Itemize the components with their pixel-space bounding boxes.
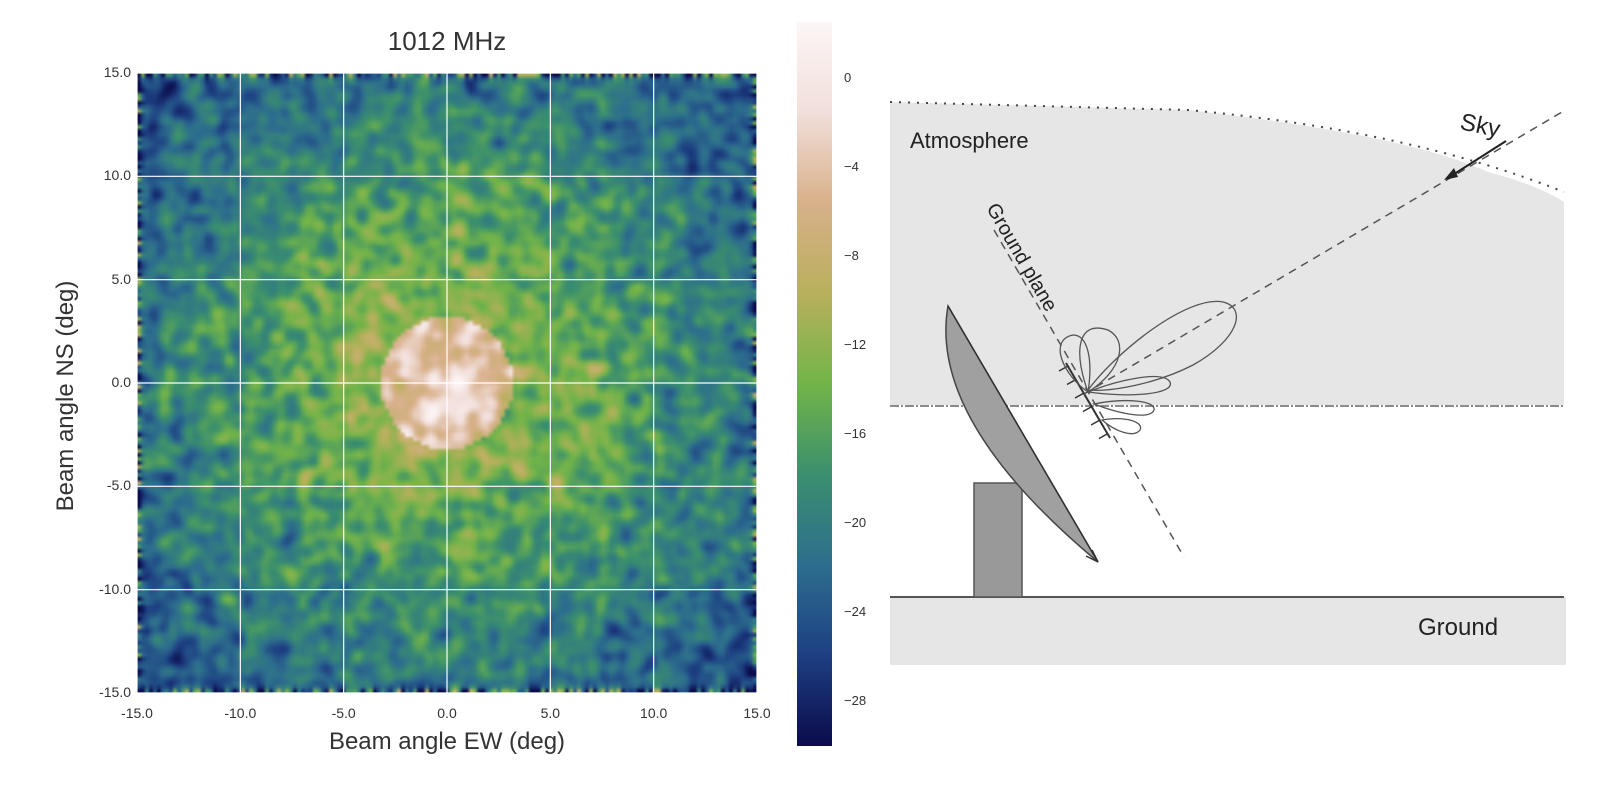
aperture-tick	[1098, 432, 1109, 440]
chart-title: 1012 MHz	[387, 26, 507, 56]
colorbar-tick: 0	[844, 69, 852, 85]
antenna-diagram: Sky Atmosphere Ground plane Ground	[889, 101, 1566, 665]
y-tick-label: 0.0	[111, 374, 131, 390]
dish-arrow	[1085, 549, 1099, 563]
y-tick-label: 15.0	[103, 64, 131, 80]
aperture-tick	[1058, 365, 1069, 372]
ground-plane-line	[993, 229, 1185, 558]
colorbar	[797, 22, 832, 746]
y-tick-label: -5.0	[106, 477, 131, 494]
x-tick-label: -15.0	[121, 705, 153, 721]
x-tick-label: 0.0	[437, 705, 457, 721]
y-tick-label: 10.0	[103, 167, 131, 184]
x-tick-label: -5.0	[331, 705, 356, 721]
colorbar-tick: −12	[844, 337, 867, 352]
aperture-segment	[1065, 362, 1111, 439]
side-lobe-5	[1100, 418, 1142, 435]
ground-region	[890, 597, 1566, 665]
y-tick-label: -10.0	[99, 580, 131, 597]
beam-axis-line	[1083, 111, 1563, 395]
colorbar-tick: −28	[844, 693, 867, 709]
aperture-tick	[1090, 419, 1101, 426]
x-tick-label: 15.0	[743, 705, 771, 721]
sky-arrow-head	[1444, 168, 1458, 180]
aperture-tick	[1074, 392, 1085, 399]
atmosphere-region	[890, 102, 1564, 405]
side-lobe-1	[1079, 327, 1121, 393]
colorbar-tick: −24	[844, 604, 867, 620]
x-tick-label: -10.0	[224, 705, 257, 721]
x-tick-label: 10.0	[640, 705, 668, 721]
sky-arrow	[1447, 140, 1507, 179]
heatmap-plot-area	[137, 73, 757, 693]
side-lobe-3	[1085, 375, 1171, 396]
heatmap-grid	[137, 73, 757, 693]
x-axis-label: Beam angle EW (deg)	[328, 728, 566, 755]
colorbar-tick: −16	[844, 426, 867, 442]
sky-label: Sky	[1458, 108, 1503, 143]
colorbar-tick: −8	[844, 247, 859, 263]
side-lobe-2	[1059, 334, 1091, 394]
antenna-pedestal	[973, 482, 1023, 598]
main-lobe	[1086, 300, 1238, 391]
x-tick-label: 5.0	[540, 705, 561, 721]
ground-label: Ground	[1418, 614, 1498, 641]
side-lobe-4	[1091, 400, 1155, 416]
colorbar-tick: −4	[844, 158, 859, 174]
dish-rim	[947, 305, 1099, 563]
atmosphere-label: Atmosphere	[910, 128, 1029, 153]
y-axis-label: Beam angle NS (deg)	[52, 280, 79, 512]
y-tick-label: 5.0	[111, 270, 131, 287]
colorbar-tick: −20	[844, 515, 867, 531]
aperture-tick	[1082, 405, 1093, 413]
y-tick-label: -15.0	[99, 684, 131, 700]
